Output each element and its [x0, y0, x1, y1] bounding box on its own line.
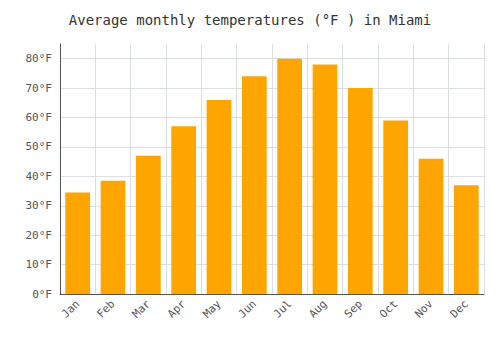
- svg-text:Jul: Jul: [271, 297, 294, 320]
- svg-text:Feb: Feb: [94, 297, 117, 320]
- svg-text:Jun: Jun: [236, 297, 259, 320]
- svg-text:70°F: 70°F: [26, 82, 53, 95]
- svg-text:20°F: 20°F: [26, 229, 53, 242]
- svg-text:40°F: 40°F: [26, 170, 53, 183]
- svg-text:May: May: [200, 297, 223, 320]
- svg-text:60°F: 60°F: [26, 111, 53, 124]
- svg-text:Apr: Apr: [165, 297, 188, 320]
- svg-text:10°F: 10°F: [26, 258, 53, 271]
- svg-text:80°F: 80°F: [26, 52, 53, 65]
- svg-text:30°F: 30°F: [26, 199, 53, 212]
- svg-text:50°F: 50°F: [26, 140, 53, 153]
- svg-text:Sep: Sep: [342, 297, 365, 320]
- svg-text:Nov: Nov: [412, 297, 435, 320]
- svg-text:0°F: 0°F: [32, 288, 52, 301]
- svg-text:Aug: Aug: [306, 297, 329, 320]
- svg-text:Dec: Dec: [448, 297, 471, 320]
- svg-text:Jan: Jan: [59, 297, 82, 320]
- svg-text:Oct: Oct: [377, 297, 400, 320]
- svg-text:Mar: Mar: [130, 297, 153, 320]
- svg-text:Average monthly temperatures (: Average monthly temperatures (°F ) in Mi…: [69, 12, 431, 28]
